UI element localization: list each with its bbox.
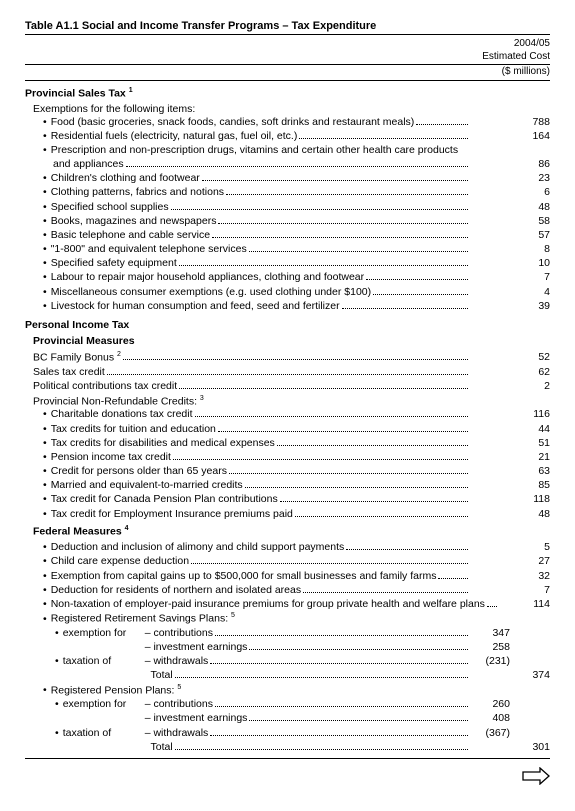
line-item: •Children's clothing and footwear23 <box>25 171 550 185</box>
pst-heading: Provincial Sales Tax 1 <box>25 87 550 100</box>
line-item: •Clothing patterns, fabrics and notions6 <box>25 185 550 199</box>
line-item: •Credit for persons older than 65 years6… <box>25 464 550 478</box>
pnr-heading: Provincial Non-Refundable Credits: 3 <box>33 395 550 408</box>
line-item: •Miscellaneous consumer exemptions (e.g.… <box>25 285 550 299</box>
line-item: •Prescription and non-prescription drugs… <box>25 143 550 157</box>
fed-measures: Federal Measures 4 <box>33 525 550 538</box>
header-block: 2004/05 Estimated Cost ($ millions) <box>25 35 550 78</box>
line-item: •Deduction and inclusion of alimony and … <box>25 540 550 554</box>
line-item: •"1-800" and equivalent telephone servic… <box>25 242 550 256</box>
line-item: •Tax credits for disabilities and medica… <box>25 436 550 450</box>
line-item: •Food (basic groceries, snack foods, can… <box>25 115 550 129</box>
line-item: •Deduction for residents of northern and… <box>25 583 550 597</box>
line-item: •Child care expense deduction27 <box>25 554 550 568</box>
pst-intro: Exemptions for the following items: <box>33 103 550 115</box>
rrsp-contrib: •exemption for– contributions 347 <box>25 626 550 640</box>
header-year: 2004/05 <box>25 37 550 50</box>
line-item: •Pension income tax credit21 <box>25 450 550 464</box>
prov-measures: Provincial Measures <box>33 335 550 347</box>
line-item: •Residential fuels (electricity, natural… <box>25 129 550 143</box>
line-item: •Tax credit for Canada Pension Plan cont… <box>25 492 550 506</box>
header-units: ($ millions) <box>25 65 550 78</box>
line-item: •Specified school supplies48 <box>25 200 550 214</box>
line-item: •Married and equivalent-to-married credi… <box>25 478 550 492</box>
rpp-total: • Total 301 <box>25 740 550 754</box>
rrsp-total: • Total 374 <box>25 668 550 682</box>
pit-heading: Personal Income Tax <box>25 319 550 331</box>
rpp-inv: •– investment earnings 408 <box>25 711 550 725</box>
bc-bonus-row: BC Family Bonus 2 52 <box>25 350 550 365</box>
stc-row: Sales tax credit 62 <box>25 365 550 379</box>
line-item: •Basic telephone and cable service57 <box>25 228 550 242</box>
line-item: •Non-taxation of employer-paid insurance… <box>25 597 550 611</box>
rpp-contrib: •exemption for– contributions 260 <box>25 697 550 711</box>
rpp-title: •Registered Pension Plans: 5 <box>25 683 550 698</box>
line-item-cont: and appliances86 <box>25 157 550 171</box>
line-item: •Charitable donations tax credit116 <box>25 407 550 421</box>
line-item: •Labour to repair major household applia… <box>25 270 550 284</box>
line-item: •Exemption from capital gains up to $500… <box>25 569 550 583</box>
rule-bottom <box>25 758 550 759</box>
rrsp-inv: •– investment earnings 258 <box>25 640 550 654</box>
rrsp-title: •Registered Retirement Savings Plans: 5 <box>25 611 550 626</box>
pol-row: Political contributions tax credit 2 <box>25 379 550 393</box>
line-item: •Tax credits for tuition and education44 <box>25 422 550 436</box>
line-item: •Tax credit for Employment Insurance pre… <box>25 507 550 521</box>
rule-header <box>25 80 550 81</box>
header-cost: Estimated Cost <box>25 50 550 63</box>
table-title: Table A1.1 Social and Income Transfer Pr… <box>25 20 550 32</box>
line-item: •Livestock for human consumption and fee… <box>25 299 550 313</box>
rpp-wd: •taxation of– withdrawals (367) <box>25 726 550 740</box>
line-item: •Specified safety equipment10 <box>25 256 550 270</box>
rrsp-wd: •taxation of– withdrawals (231) <box>25 654 550 668</box>
line-item: •Books, magazines and newspapers58 <box>25 214 550 228</box>
